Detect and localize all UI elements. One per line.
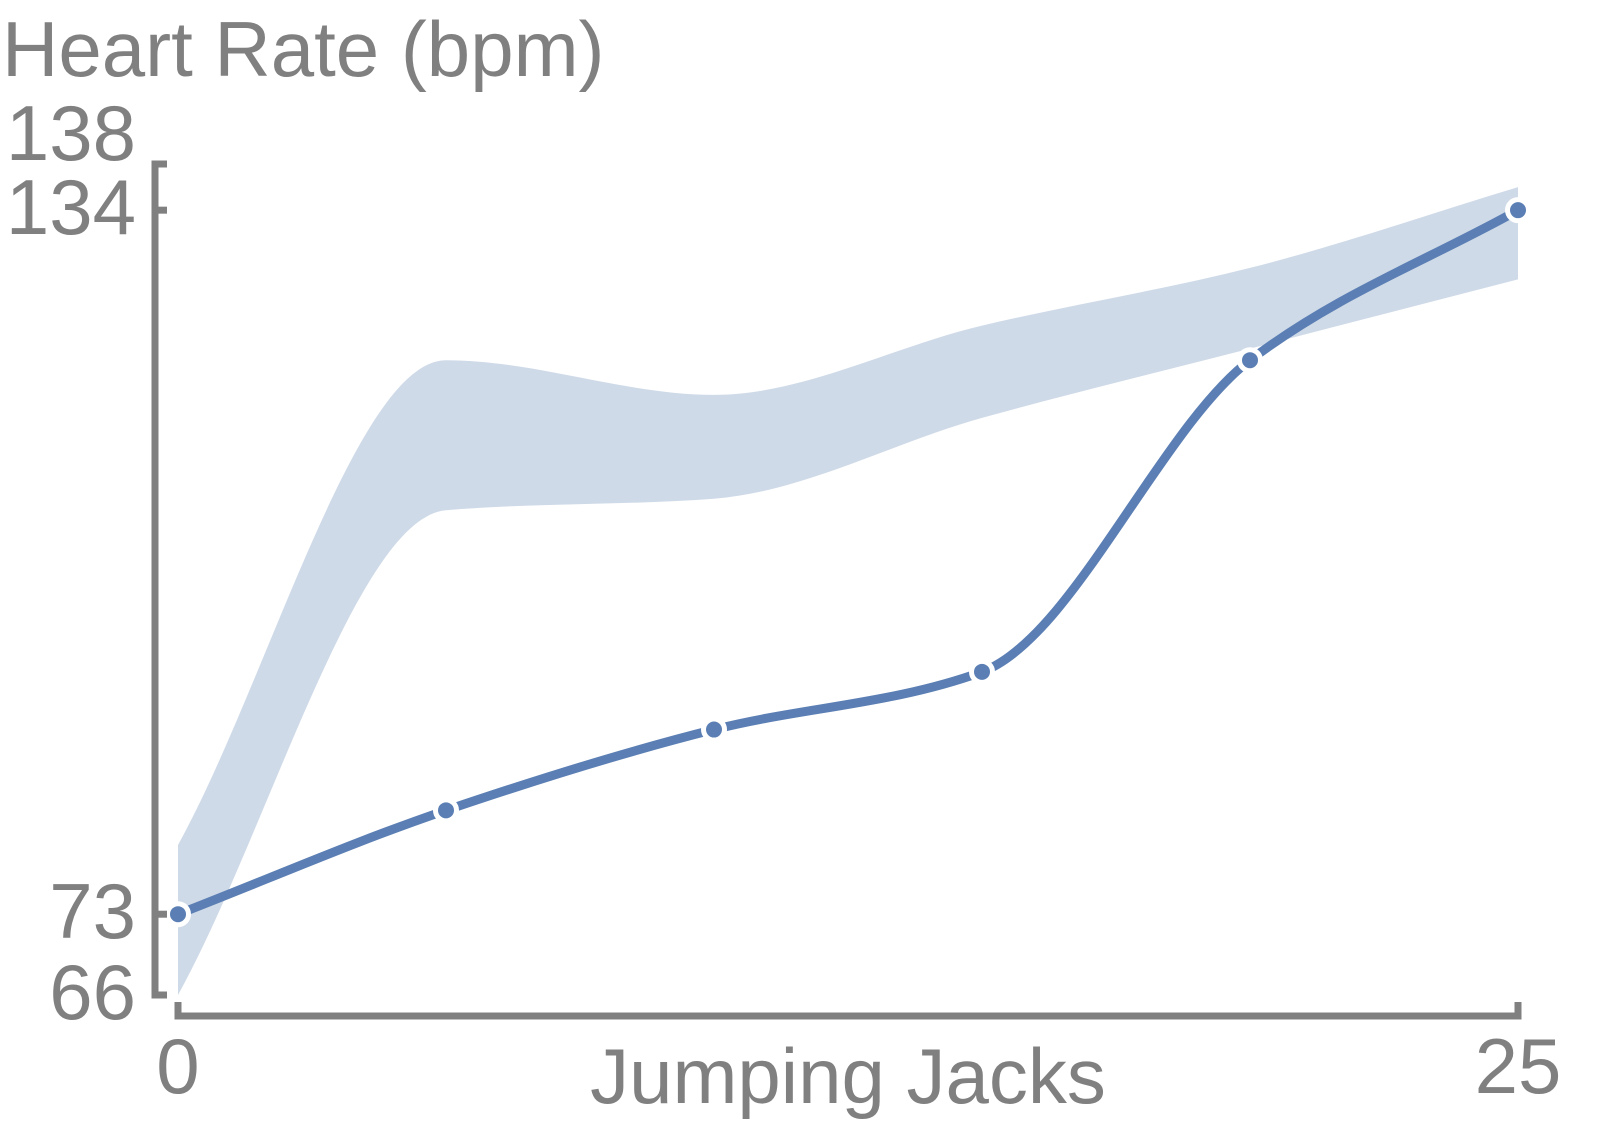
data-point-10 [701,716,727,743]
y-tick-label-138: 138 [6,89,136,177]
y-tick-label-73: 73 [49,867,136,955]
y-axis-title: Heart Rate (bpm) [2,5,605,93]
y-tick-label-66: 66 [49,948,136,1036]
data-markers [165,197,1531,928]
x-tick-label-25: 25 [1475,1022,1562,1110]
data-point-20 [1237,347,1263,374]
series-line-layer [173,205,1523,919]
axes [151,160,1522,1020]
x-axis-title: Jumping Jacks [590,1032,1106,1120]
data-point-15 [969,658,995,685]
data-point-0 [165,901,191,928]
data-point-5 [433,797,459,824]
confidence-band [178,187,1518,996]
y-tick-label-134: 134 [6,163,136,251]
confidence-band-layer [178,187,1518,996]
data-point-25 [1505,197,1531,224]
series-line-heart-rate [173,205,1523,919]
x-tick-label-0: 0 [156,1022,199,1110]
